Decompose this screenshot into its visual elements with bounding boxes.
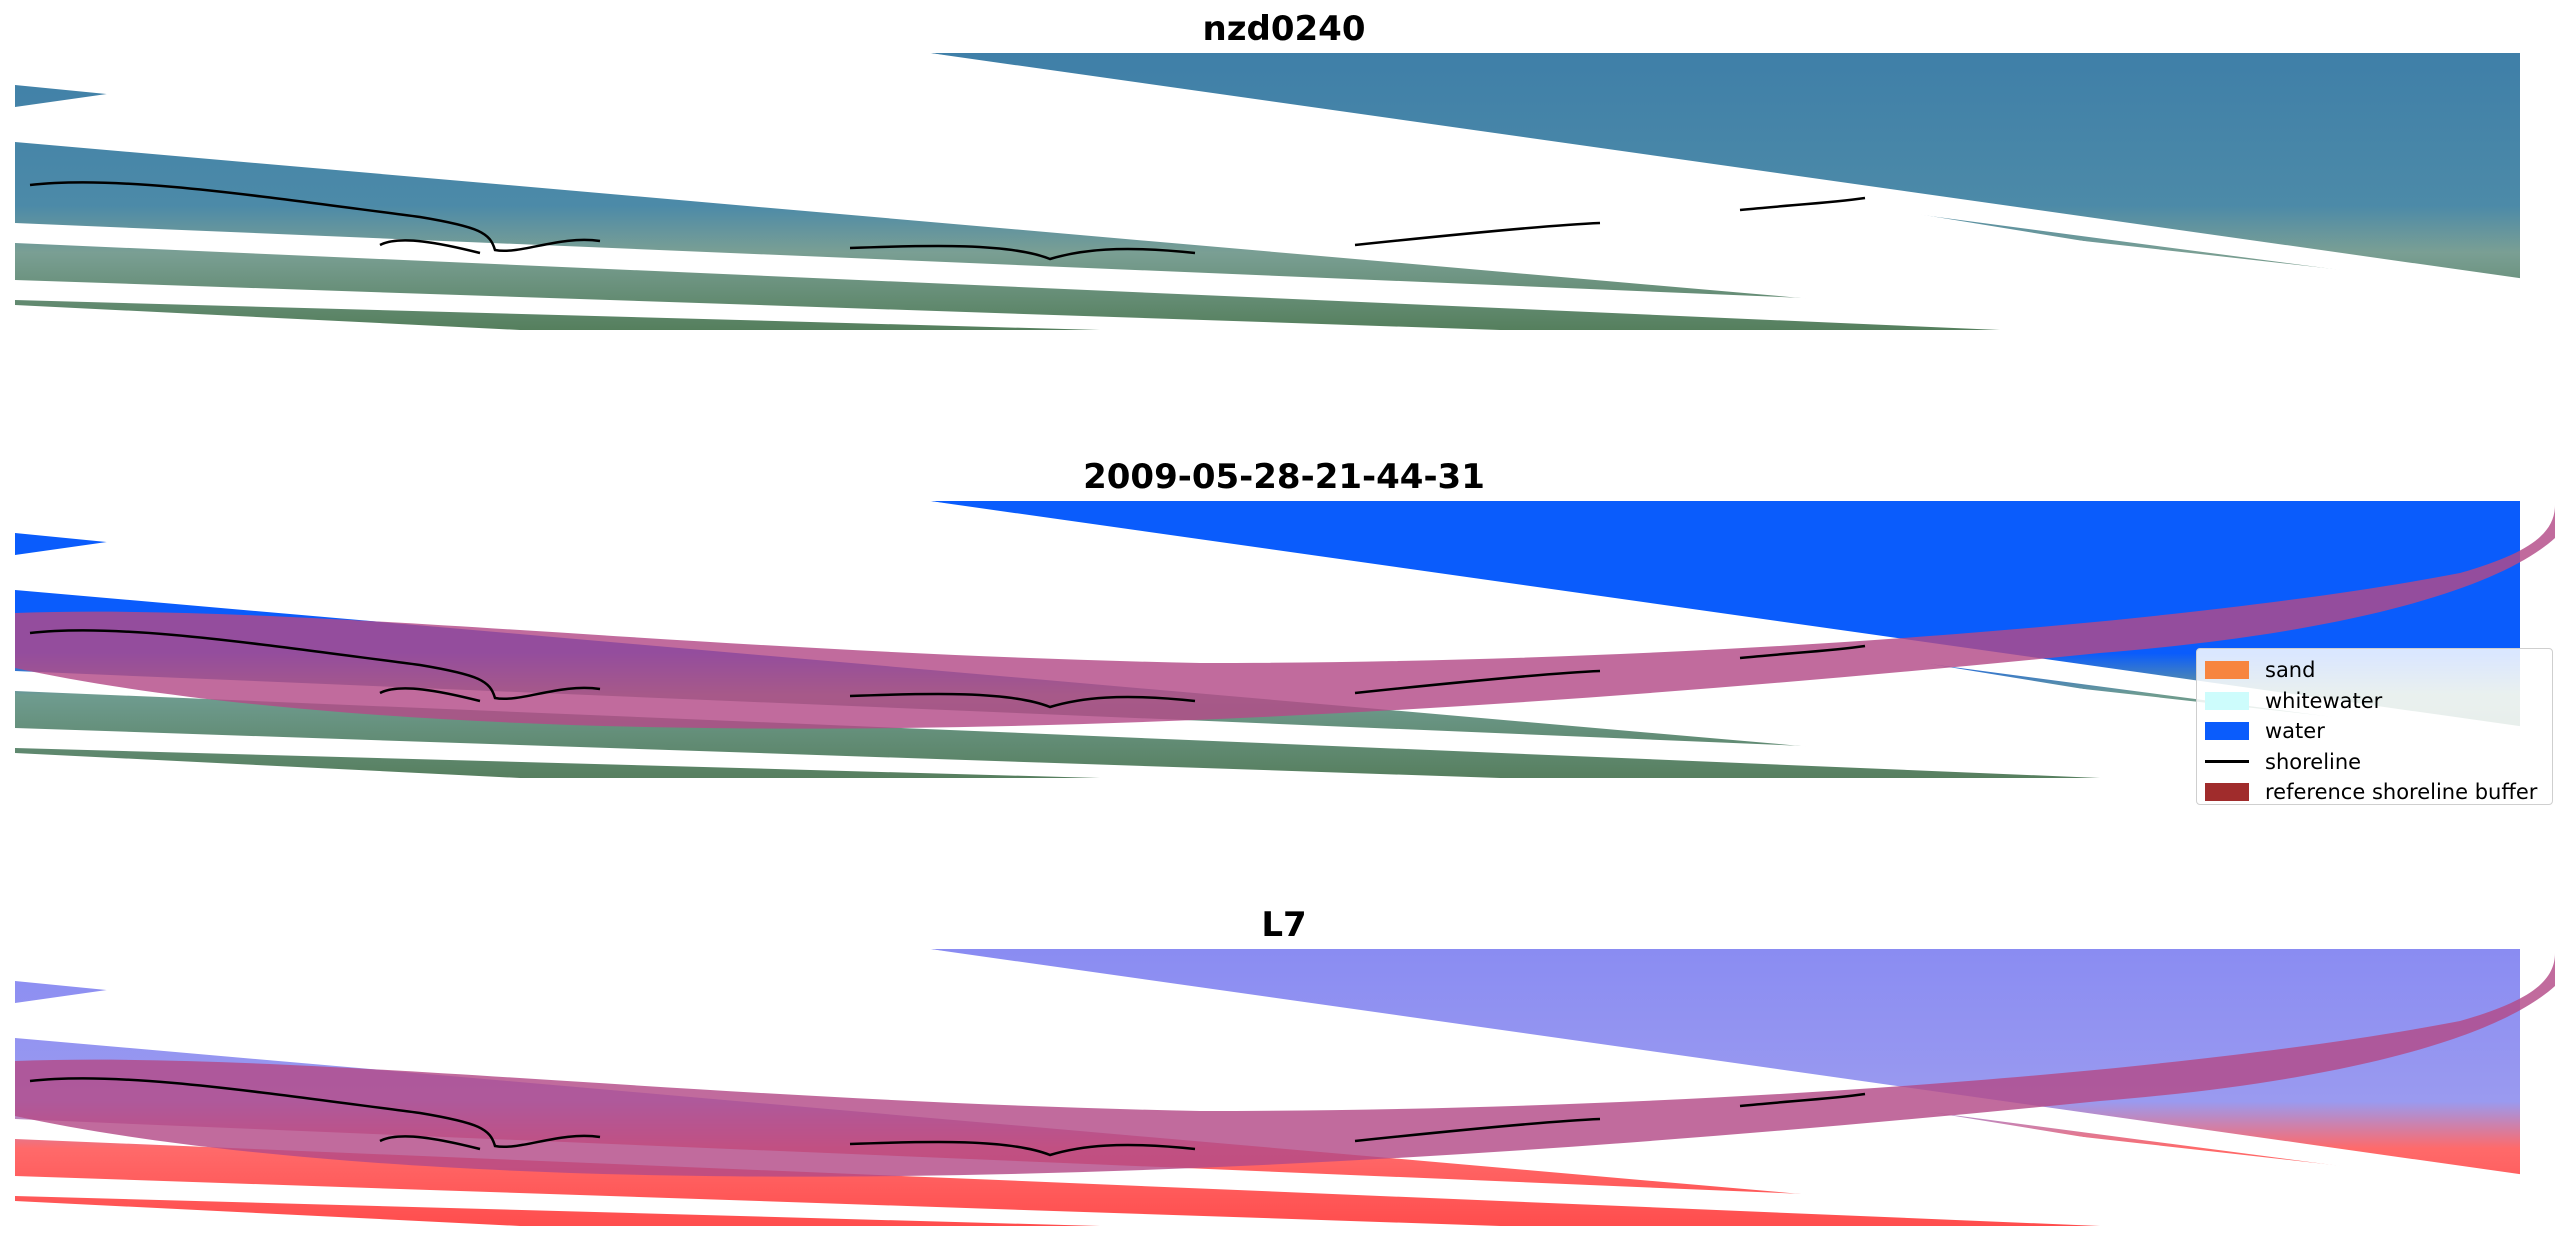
legend-label: sand <box>2265 658 2316 683</box>
panel-title-2: 2009-05-28-21-44-31 <box>1083 457 1485 497</box>
legend: sand whitewater water shoreline reference sh… <box>2196 648 2553 805</box>
legend-label: whitewater <box>2265 688 2383 713</box>
legend-item-water: water <box>2205 716 2544 747</box>
legend-label: shoreline <box>2265 749 2362 774</box>
legend-item-shoreline: shoreline <box>2205 747 2544 778</box>
legend-swatch <box>2205 760 2249 764</box>
legend-label: reference shoreline buffer <box>2265 780 2538 805</box>
panel-rgb-image <box>0 45 2568 330</box>
legend-swatch <box>2205 661 2249 680</box>
panel-classified-image <box>0 493 2568 778</box>
legend-item-reference-shoreline-buffer: reference shoreline buffer <box>2205 777 2544 808</box>
scanline-gaps <box>15 53 2568 330</box>
panel-title-3: L7 <box>1261 905 1307 945</box>
legend-label: water <box>2265 719 2325 744</box>
legend-swatch <box>2205 722 2249 741</box>
legend-item-whitewater: whitewater <box>2205 686 2544 717</box>
reference-shoreline-buffer <box>15 505 2555 729</box>
legend-swatch <box>2205 691 2249 710</box>
panel-index-image <box>0 941 2568 1226</box>
panel-title-1: nzd0240 <box>1202 9 1366 49</box>
legend-swatch <box>2205 783 2249 802</box>
shoreline-line <box>29 181 1866 261</box>
legend-item-sand: sand <box>2205 655 2544 686</box>
